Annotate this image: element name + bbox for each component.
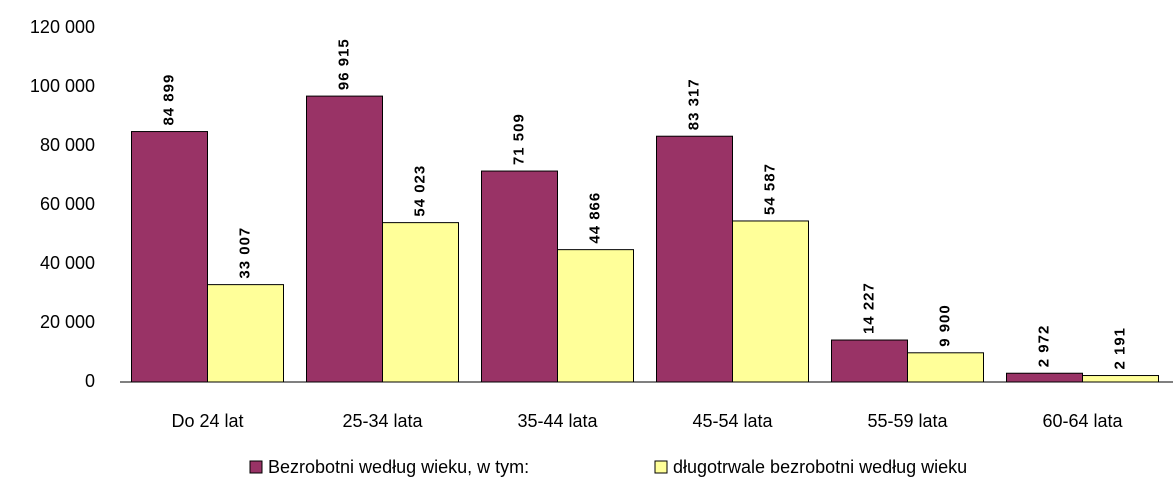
bar — [481, 170, 558, 383]
y-tick-label: 120 000 — [30, 17, 95, 37]
legend-swatch — [654, 460, 668, 474]
legend-label: Bezrobotni według wieku, w tym: — [268, 457, 529, 477]
data-label: 33 007 — [236, 227, 253, 279]
bar — [382, 222, 459, 383]
x-tick-label: 25-34 lata — [342, 411, 423, 431]
data-label: 54 023 — [411, 165, 428, 217]
data-label: 44 866 — [586, 192, 603, 244]
y-tick-label: 0 — [85, 371, 95, 391]
x-tick-label: 45-54 lata — [692, 411, 773, 431]
y-tick-label: 20 000 — [40, 312, 95, 332]
data-label: 83 317 — [685, 78, 702, 130]
bar — [831, 339, 908, 383]
bar — [732, 220, 809, 383]
bar — [207, 284, 284, 383]
data-label: 84 899 — [160, 74, 177, 126]
data-label: 71 509 — [510, 113, 527, 165]
bar — [656, 135, 733, 383]
bar — [1006, 372, 1083, 383]
y-tick-label: 100 000 — [30, 76, 95, 96]
data-label: 9 900 — [936, 304, 953, 347]
data-label: 2 972 — [1035, 325, 1052, 368]
bar — [907, 352, 984, 383]
x-tick-label: 55-59 lata — [867, 411, 948, 431]
y-tick-label: 80 000 — [40, 135, 95, 155]
legend-label: długotrwale bezrobotni według wieku — [673, 457, 967, 477]
x-tick-label: 35-44 lata — [517, 411, 598, 431]
bar — [1082, 375, 1159, 383]
data-label: 96 915 — [335, 38, 352, 90]
y-tick-label: 40 000 — [40, 253, 95, 273]
y-tick-label: 60 000 — [40, 194, 95, 214]
x-tick-label: Do 24 lat — [171, 411, 243, 431]
bar — [306, 95, 383, 383]
data-label: 2 191 — [1111, 327, 1128, 370]
data-label: 54 587 — [761, 163, 778, 215]
legend-swatch — [249, 460, 263, 474]
bar — [557, 249, 634, 383]
data-label: 14 227 — [860, 282, 877, 334]
bar — [131, 131, 208, 383]
x-tick-label: 60-64 lata — [1042, 411, 1123, 431]
